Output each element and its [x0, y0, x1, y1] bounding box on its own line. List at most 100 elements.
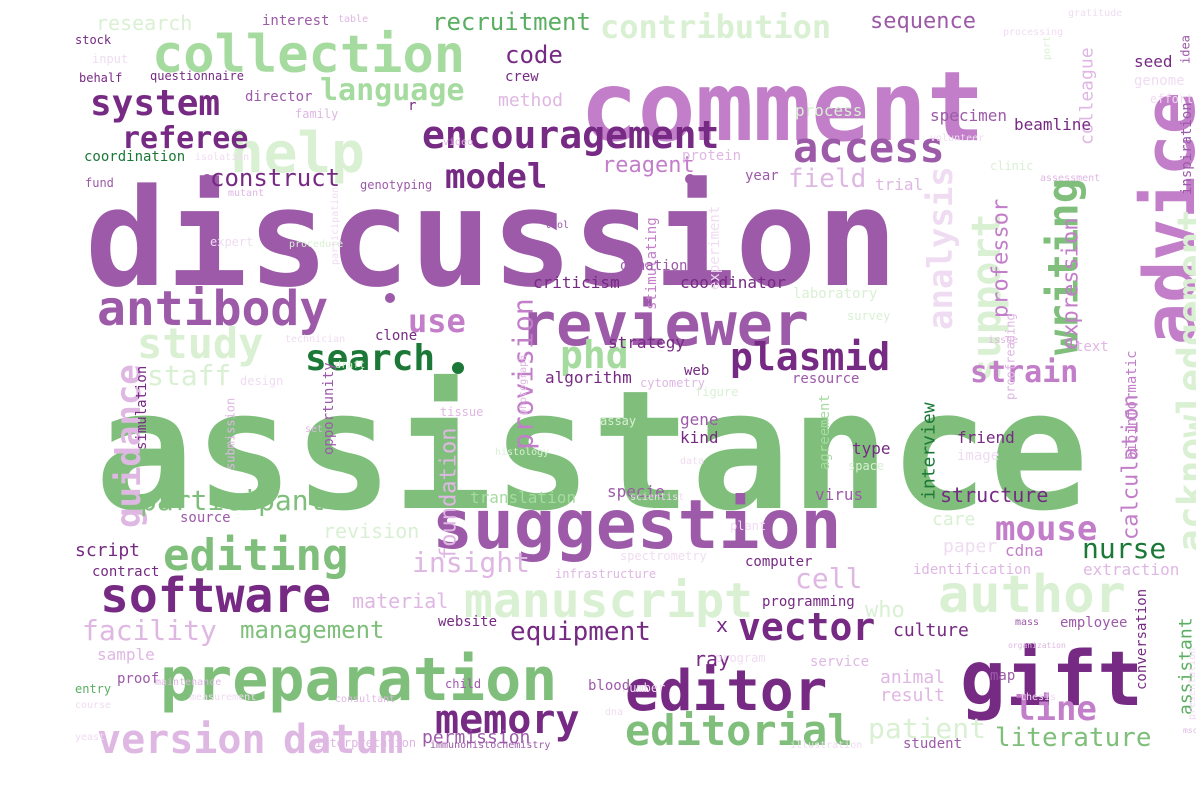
word-beamline: beamline	[1014, 115, 1091, 134]
word-plasmid: plasmid	[730, 335, 890, 379]
word-volunteer: volunteer	[930, 133, 984, 144]
word-acknowledgement: acknowledgement	[1169, 209, 1196, 552]
word-culture: culture	[893, 620, 969, 641]
word-computer: computer	[745, 554, 812, 570]
word-interview: interview	[918, 402, 939, 500]
word-experiment: experiment	[707, 206, 723, 290]
word-animal: animal	[880, 667, 945, 688]
word-data: data	[680, 456, 704, 467]
word-r: r	[408, 98, 416, 114]
word-assessment: assessment	[1040, 173, 1100, 184]
word-survey: survey	[847, 309, 890, 323]
word-number: number	[622, 681, 665, 695]
word-dna: dna	[605, 707, 623, 718]
word-processing: processing	[1003, 27, 1063, 38]
word-editorial: editorial	[625, 706, 853, 755]
word-literature: literature	[995, 723, 1152, 753]
word-management: management	[240, 616, 385, 644]
word-isolation: isolation	[195, 152, 249, 163]
word-set: set	[305, 424, 323, 435]
word-writing: writing	[1039, 178, 1088, 355]
word-mass: mass	[1015, 617, 1039, 628]
word-assistance: assistance	[95, 355, 1088, 547]
word-who: who	[865, 598, 905, 623]
word-specimen: specimen	[930, 106, 1007, 125]
word-gene: gene	[680, 410, 719, 429]
word-study: study	[137, 319, 263, 368]
word-organization: organization	[1008, 641, 1066, 650]
word-consultant: consultant	[335, 694, 395, 705]
word-line: line	[1015, 689, 1097, 729]
word-table: table	[338, 14, 368, 25]
word-service: service	[810, 654, 869, 670]
word-cell: cell	[795, 562, 862, 595]
word-equipment: equipment	[510, 617, 651, 647]
word-maintenance: maintenance	[155, 677, 221, 688]
word-draft: draft	[335, 360, 365, 371]
word-design: design	[240, 374, 283, 388]
word-discussion: discussion	[85, 160, 898, 317]
word-illustration: illustration	[790, 740, 862, 751]
word-field: field	[788, 164, 866, 194]
word-year: year	[745, 168, 779, 184]
word-interpretation: interpretation	[315, 736, 416, 750]
word-participant: participant	[140, 484, 325, 517]
word-scientist: scientist	[630, 492, 684, 503]
word-insight: insight	[412, 546, 530, 579]
word-genome: genome	[1134, 73, 1185, 89]
decorative-dot	[452, 362, 464, 374]
word-editing: editing	[163, 530, 348, 581]
word-type: type	[852, 439, 891, 458]
word-datum: datum	[283, 717, 403, 763]
word-opportunity: opportunity	[321, 362, 337, 455]
word-resource: resource	[792, 371, 859, 387]
word-friend: friend	[957, 428, 1015, 447]
word-coordinator: coordinator	[680, 273, 786, 292]
word-protein: protein	[682, 148, 741, 164]
word-histology: histology	[495, 447, 549, 458]
word-paper: paper	[943, 536, 997, 557]
word-msc: msc	[1183, 726, 1196, 735]
word-kind: kind	[680, 428, 719, 447]
word-student: student	[903, 736, 962, 752]
word-foundation: foundation	[437, 428, 462, 560]
word-image: image	[957, 448, 999, 464]
word-video: video	[443, 137, 473, 148]
word-provision: provision	[506, 298, 539, 450]
word-child: child	[445, 677, 481, 691]
word-cytometry: cytometry	[640, 376, 705, 390]
word-director: director	[245, 89, 312, 105]
word-reviewer: reviewer	[520, 290, 809, 360]
word-gratitude: gratitude	[1068, 8, 1122, 19]
word-language: language	[320, 73, 465, 108]
word-blood: blood	[588, 678, 630, 694]
word-expert: expert	[210, 235, 253, 249]
word-care: care	[932, 509, 975, 530]
word-measurement: measurement	[190, 692, 256, 703]
word-staff: staff	[147, 359, 231, 392]
word-manuscript: manuscript	[464, 573, 753, 629]
word-web: web	[684, 363, 709, 379]
word-participation: participation	[330, 187, 341, 265]
word-permission: permission	[422, 727, 530, 748]
word-procedure: procedure	[289, 239, 343, 250]
word-phd: phd	[560, 333, 629, 377]
word-comment: comment	[580, 51, 985, 163]
word-construct: construct	[210, 164, 340, 192]
word-infrastructure: infrastructure	[555, 567, 656, 581]
word-gift: gift	[960, 634, 1143, 723]
word-thesis: thesis	[1020, 692, 1056, 703]
word-system: system	[90, 83, 220, 124]
decorative-dot	[685, 174, 695, 184]
word-mutant: mutant	[228, 188, 264, 199]
word-plant: plant	[730, 519, 766, 533]
word-family: family	[295, 107, 338, 121]
word-virus: virus	[815, 485, 863, 504]
word-search: search	[305, 338, 435, 379]
word-inspiration: inspiration	[1179, 102, 1195, 195]
word-input: input	[92, 52, 128, 66]
word-issue: issue	[988, 335, 1018, 346]
word-script: script	[75, 540, 140, 561]
word-crew: crew	[505, 69, 539, 85]
